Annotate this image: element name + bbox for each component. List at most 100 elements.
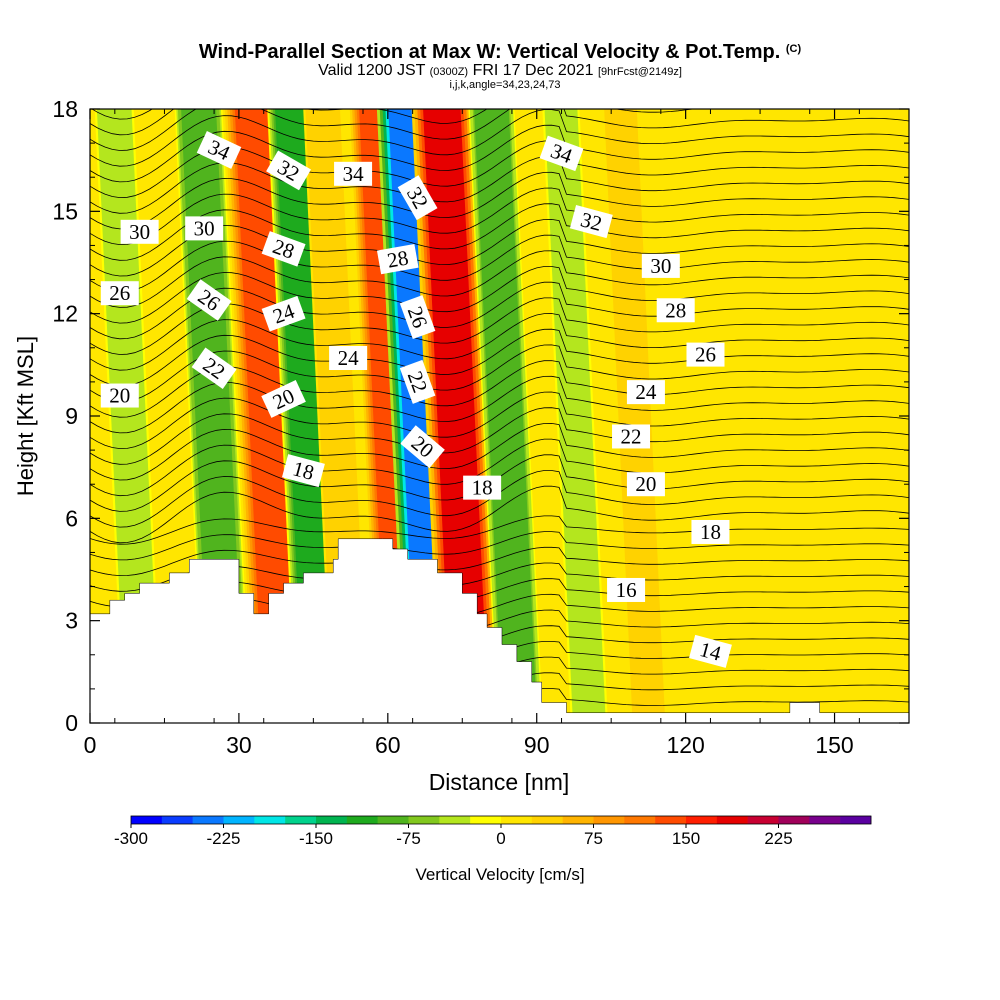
y-tick-label: 3 — [65, 608, 78, 634]
colorbar-swatch — [778, 816, 810, 824]
axes: 0 30 60 90 120 150 0 3 6 9 12 15 18 — [52, 96, 909, 758]
colorbar-tick-label: 75 — [584, 829, 603, 848]
theta-contour — [90, 344, 909, 402]
colorbar: -300 -225 -150 -75 0 75 150 225 — [114, 815, 872, 848]
colorbar-tick-label: 0 — [496, 829, 505, 848]
velocity-band — [423, 109, 489, 723]
theta-contour — [90, 515, 909, 545]
contour-label: 30 — [641, 253, 680, 278]
theta-contour — [90, 266, 909, 324]
colorbar-tick-label: -225 — [206, 829, 240, 848]
x-tick-label: 150 — [815, 732, 853, 758]
contour-label-text: 20 — [635, 472, 656, 496]
colorbar-swatch — [377, 816, 409, 824]
contour-label-box — [397, 175, 438, 221]
x-tick-label: 60 — [375, 732, 401, 758]
colorbar-tick-label: -300 — [114, 829, 148, 848]
colorbar-swatch — [346, 816, 378, 824]
colorbar-swatch — [809, 816, 841, 824]
theta-contour — [90, 281, 909, 340]
theta-contour — [90, 531, 909, 561]
section-params: i,j,k,angle=34,23,24,73 — [449, 79, 561, 91]
contour-label-box — [376, 243, 419, 275]
contour-label-box — [185, 216, 224, 241]
contour-label-text: 30 — [194, 216, 215, 240]
colorbar-swatch — [593, 816, 625, 824]
y-tick-label: 9 — [65, 403, 78, 429]
contour-label-box — [261, 380, 306, 418]
contour-label-box — [656, 298, 695, 323]
contour-label-text: 28 — [665, 298, 686, 322]
contour-label: 14 — [688, 634, 732, 668]
contour-label-box — [120, 219, 159, 244]
contour-label: 24 — [626, 380, 665, 405]
contour-label-box — [400, 425, 445, 469]
colorbar-tick-label: -150 — [299, 829, 333, 848]
colorbar-tick-label: 150 — [672, 829, 700, 848]
contour-label-box — [281, 454, 325, 488]
contour-label-box — [641, 253, 680, 278]
colorbar-swatch — [439, 816, 471, 824]
x-axis-label: Distance [nm] — [429, 769, 570, 795]
contour-label-box — [569, 205, 613, 239]
theta-contour — [90, 171, 909, 230]
colorbar-swatch — [624, 816, 656, 824]
colorbar-swatch — [192, 816, 224, 824]
velocity-band — [544, 109, 606, 723]
colorbar-swatch — [562, 816, 594, 824]
contour-label-text: 24 — [338, 346, 360, 370]
contour-label-box — [261, 295, 306, 332]
contour-label-box — [191, 347, 237, 389]
x-tick-label: 120 — [666, 732, 704, 758]
colorbar-swatch — [531, 816, 563, 824]
valid-date: FRI 17 Dec 2021 — [472, 62, 594, 79]
contour-label: 24 — [329, 346, 368, 371]
forecast-info: [9hrFcst@2149z] — [597, 66, 682, 78]
theta-contour — [90, 328, 909, 387]
colorbar-swatch — [686, 816, 718, 824]
theta-contour — [90, 313, 909, 371]
theta-contour — [90, 234, 909, 293]
y-tick-label: 0 — [65, 710, 78, 736]
contour-label: 26 — [686, 342, 725, 367]
colorbar-tick-label: -75 — [396, 829, 421, 848]
contour-label-box — [607, 577, 646, 602]
contour-label: 18 — [691, 519, 730, 544]
colorbar-label: Vertical Velocity [cm/s] — [415, 865, 584, 884]
contour-label: 16 — [607, 577, 646, 602]
contour-label-box — [612, 424, 651, 449]
y-tick-label: 15 — [52, 198, 78, 224]
colorbar-swatch — [316, 816, 348, 824]
theta-contour — [90, 438, 909, 497]
theta-contour — [90, 109, 909, 167]
contour-label: 30 — [120, 219, 159, 244]
contour-label-box — [399, 295, 436, 340]
colorbar-swatch — [747, 816, 779, 824]
colorbar-swatch — [285, 816, 317, 824]
chart-title: Wind-Parallel Section at Max W: Vertical… — [0, 38, 1000, 63]
contour-label-text: 24 — [635, 380, 657, 404]
chart-title-main: Wind-Parallel Section at Max W: Vertical… — [198, 41, 781, 63]
contour-label-box — [463, 475, 502, 500]
colorbar-swatch — [161, 816, 193, 824]
x-tick-label: 90 — [524, 732, 550, 758]
theta-contour — [90, 218, 909, 277]
colorbar-swatch — [655, 816, 687, 824]
contour-label: 28 — [656, 298, 695, 323]
contour-label: 18 — [463, 475, 502, 500]
contour-label-text: 26 — [109, 281, 130, 305]
contour-label-box — [626, 380, 665, 405]
theta-contour — [90, 250, 909, 308]
colorbar-swatch — [716, 816, 748, 824]
contour-label-box — [686, 342, 725, 367]
velocity-band — [97, 109, 160, 723]
terrain — [90, 538, 909, 723]
contour-label: 32 — [569, 205, 613, 239]
velocity-band — [234, 109, 300, 723]
x-tick-label: 0 — [84, 732, 97, 758]
contour-label-box — [399, 359, 436, 404]
contour-label: 22 — [191, 347, 237, 389]
contour-label-box — [100, 383, 139, 408]
colorbar-tick-label: 225 — [764, 829, 792, 848]
